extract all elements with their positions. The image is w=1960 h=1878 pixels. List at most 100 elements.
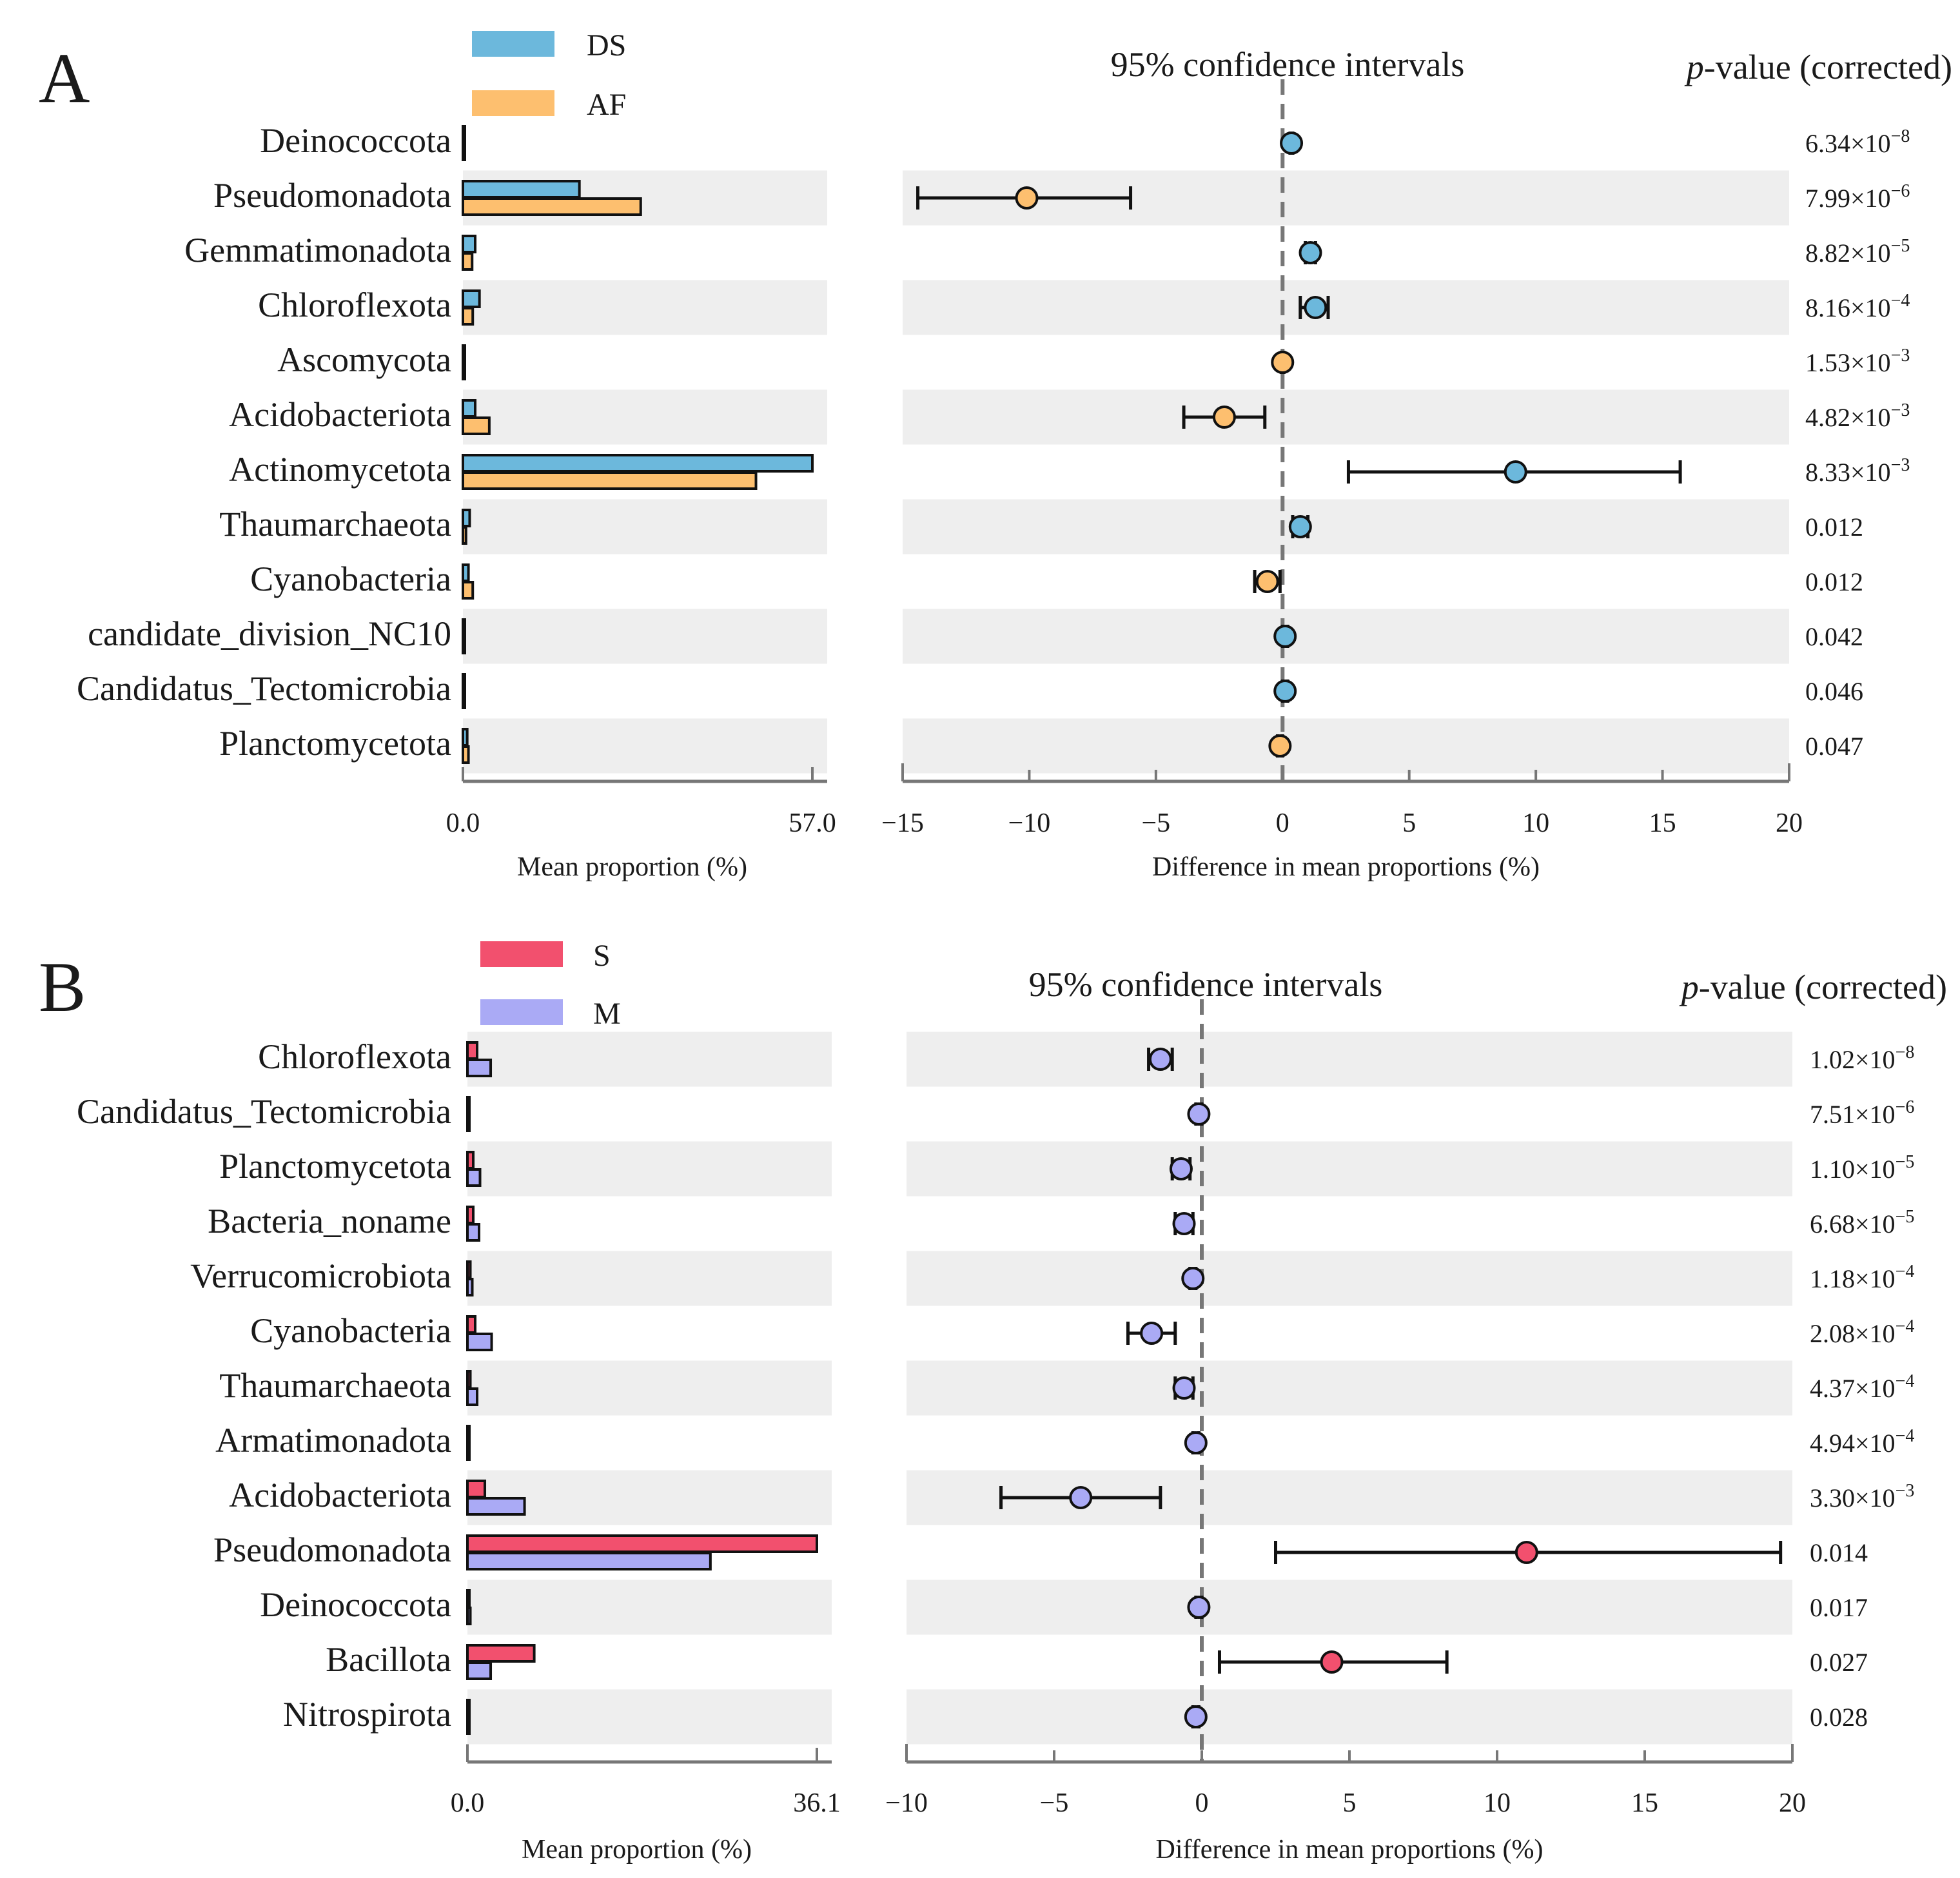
pvalue-label: 1.18×10−4 bbox=[1810, 1262, 1914, 1293]
pvalue-label: 4.94×10−4 bbox=[1810, 1426, 1914, 1458]
row-label: Deinococcota bbox=[260, 121, 451, 160]
row-label: Verrucomicrobiota bbox=[190, 1257, 451, 1295]
bar-S bbox=[466, 1041, 479, 1060]
bar-axis-title: Mean proportion (%) bbox=[517, 852, 747, 882]
pvalue-label: 0.027 bbox=[1810, 1648, 1868, 1677]
row-Acidobacteriota: Acidobacteriota 3.30×10−3 bbox=[229, 1476, 1914, 1516]
row-label: Deinococcota bbox=[260, 1585, 451, 1624]
row-Pseudomonadota: Pseudomonadota 7.99×10−6 bbox=[213, 176, 1910, 216]
row-label: Ascomycota bbox=[277, 340, 451, 379]
pvalue-label: 0.028 bbox=[1810, 1703, 1868, 1732]
panel-letter: A bbox=[39, 39, 90, 117]
diff-point bbox=[1169, 1157, 1193, 1180]
row-Planctomycetota: Planctomycetota 1.10×10−5 bbox=[219, 1147, 1914, 1187]
row-Candidatus_Tectomicrobia: Candidatus_Tectomicrobia 0.046 bbox=[77, 669, 1863, 709]
bar-M bbox=[466, 1497, 526, 1516]
diff-axis-tick-label: 15 bbox=[1631, 1788, 1658, 1818]
row-Bacillota: Bacillota 0.027 bbox=[326, 1640, 1868, 1680]
row-shading-bar bbox=[463, 609, 827, 664]
row-Candidatus_Tectomicrobia: Candidatus_Tectomicrobia 7.51×10−6 bbox=[77, 1092, 1914, 1132]
diff-point bbox=[1273, 625, 1297, 648]
diff-axis-tick-label: 10 bbox=[1522, 808, 1549, 838]
row-label: Armatimonadota bbox=[215, 1421, 451, 1460]
row-candidate_division_NC10: candidate_division_NC10 0.042 bbox=[88, 614, 1863, 654]
bar-DS bbox=[462, 728, 469, 747]
row-shading-bar bbox=[463, 499, 827, 554]
row-shading-bar bbox=[467, 1580, 832, 1635]
bar-axis-tick-label: 0.0 bbox=[451, 1788, 485, 1818]
bar-S bbox=[466, 1206, 475, 1224]
row-label: Planctomycetota bbox=[219, 1147, 451, 1186]
pvalue-label: 1.53×10−3 bbox=[1805, 346, 1910, 377]
bar-S bbox=[466, 1315, 477, 1334]
pvalue-label: 8.16×10−4 bbox=[1805, 291, 1910, 322]
diff-point bbox=[1015, 186, 1039, 210]
diff-point bbox=[1184, 1705, 1208, 1728]
row-Nitrospirota: Nitrospirota 0.028 bbox=[283, 1695, 1868, 1735]
row-label: Cyanobacteria bbox=[250, 560, 451, 598]
diff-axis-tick-label: −10 bbox=[885, 1788, 928, 1818]
diff-point bbox=[1280, 132, 1304, 155]
row-shading-bar bbox=[467, 1032, 832, 1087]
bar-AF bbox=[462, 307, 475, 326]
diff-point bbox=[1320, 1650, 1344, 1674]
pvalue-label: 0.014 bbox=[1810, 1538, 1868, 1567]
pvalue-label: 1.10×10−5 bbox=[1810, 1152, 1914, 1184]
diff-point bbox=[1187, 1102, 1211, 1126]
bar-AF bbox=[462, 197, 642, 216]
diff-point bbox=[1181, 1267, 1205, 1290]
bar-S bbox=[466, 1644, 536, 1663]
bar-AF bbox=[462, 636, 466, 654]
bar-M bbox=[466, 1661, 493, 1680]
diff-axis-tick-label: 5 bbox=[1343, 1788, 1357, 1818]
legend-swatch-AF bbox=[472, 90, 554, 116]
diff-point bbox=[1255, 570, 1279, 593]
bar-M bbox=[466, 1278, 474, 1296]
bar-DS bbox=[462, 563, 470, 582]
row-label: Acidobacteriota bbox=[229, 395, 451, 434]
diff-axis-tick-label: −5 bbox=[1040, 1788, 1069, 1818]
pvalue-label: 2.08×10−4 bbox=[1810, 1316, 1914, 1348]
pvalue-label: 0.012 bbox=[1805, 567, 1863, 596]
diff-point bbox=[1273, 680, 1297, 703]
pvalue-label: 8.33×10−3 bbox=[1805, 455, 1910, 487]
diff-point bbox=[1271, 351, 1295, 374]
row-shading-diff bbox=[903, 389, 1789, 445]
bar-M bbox=[466, 1059, 493, 1077]
row-Actinomycetota: Actinomycetota 8.33×10−3 bbox=[229, 450, 1910, 490]
row-shading-bar bbox=[467, 1689, 832, 1745]
pvalue-label: 4.37×10−4 bbox=[1810, 1371, 1914, 1403]
row-Thaumarchaeota: Thaumarchaeota 4.37×10−4 bbox=[219, 1366, 1914, 1406]
bar-S bbox=[466, 1480, 487, 1498]
bar-S bbox=[466, 1699, 471, 1717]
row-shading-diff bbox=[906, 1580, 1792, 1635]
bar-DS bbox=[462, 509, 471, 527]
legend-swatch-M bbox=[480, 999, 563, 1025]
row-label: Candidatus_Tectomicrobia bbox=[77, 669, 451, 708]
diff-point bbox=[1187, 1596, 1211, 1619]
row-label: Cyanobacteria bbox=[250, 1311, 451, 1350]
row-Chloroflexota: Chloroflexota 8.16×10−4 bbox=[258, 286, 1910, 326]
legend-label-AF: AF bbox=[587, 88, 626, 122]
legend-label-DS: DS bbox=[587, 28, 626, 63]
diff-point bbox=[1288, 515, 1312, 538]
legend-swatch-S bbox=[480, 941, 563, 967]
ci-title: 95% confidence intervals bbox=[1111, 45, 1465, 84]
bar-M bbox=[466, 1168, 482, 1187]
row-shading-bar bbox=[463, 389, 827, 445]
diff-axis-tick-label: 5 bbox=[1402, 808, 1416, 838]
diff-axis-tick-label: 15 bbox=[1649, 808, 1676, 838]
diff-point bbox=[1148, 1048, 1172, 1071]
bar-AF bbox=[462, 362, 466, 380]
legend-label-S: S bbox=[593, 939, 611, 973]
pvalue-label: 7.99×10−6 bbox=[1805, 181, 1910, 213]
bar-axis-tick-label: 0.0 bbox=[446, 808, 480, 838]
diff-point bbox=[1140, 1322, 1164, 1345]
bar-AF bbox=[462, 581, 475, 600]
pvalue-label: 0.012 bbox=[1805, 513, 1863, 542]
row-label: Nitrospirota bbox=[283, 1695, 451, 1734]
pvalue-label: 4.82×10−3 bbox=[1805, 400, 1910, 432]
row-label: Thaumarchaeota bbox=[219, 1366, 451, 1405]
row-Deinococcota: Deinococcota 0.017 bbox=[260, 1585, 1868, 1625]
